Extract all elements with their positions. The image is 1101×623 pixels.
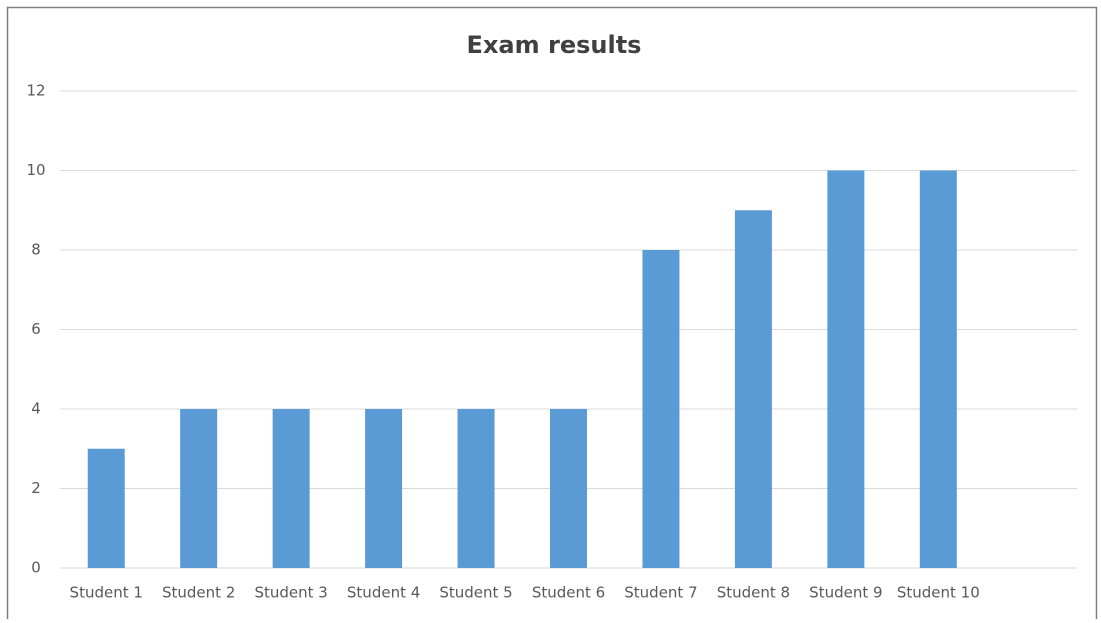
x-tick-label: Student 5 [439, 584, 512, 602]
bar [272, 409, 310, 568]
bar [457, 409, 495, 568]
bar [642, 250, 680, 568]
x-tick-label: Student 1 [70, 584, 143, 602]
x-tick-label: Student 3 [254, 584, 327, 602]
y-tick-label: 2 [31, 479, 41, 497]
y-tick-label: 4 [31, 400, 41, 418]
y-tick-label: 12 [26, 82, 45, 100]
bar [550, 409, 587, 568]
y-tick-label: 8 [31, 241, 41, 259]
y-tick-label: 10 [26, 161, 45, 179]
y-tick-label: 0 [31, 559, 41, 577]
bar [827, 170, 865, 568]
x-tick-label: Student 8 [717, 584, 790, 602]
x-tick-label: Student 4 [347, 584, 420, 602]
bar [180, 409, 218, 568]
y-tick-label: 6 [31, 320, 41, 338]
bar [87, 448, 125, 568]
x-tick-label: Student 2 [162, 584, 235, 602]
bar [919, 170, 957, 568]
bar [365, 409, 403, 568]
chart-title: Exam results [467, 31, 642, 59]
x-tick-label: Student 10 [897, 584, 980, 602]
bar [734, 210, 772, 568]
x-tick-label: Student 7 [624, 584, 697, 602]
x-tick-label: Student 6 [532, 584, 605, 602]
x-tick-label: Student 9 [809, 584, 882, 602]
